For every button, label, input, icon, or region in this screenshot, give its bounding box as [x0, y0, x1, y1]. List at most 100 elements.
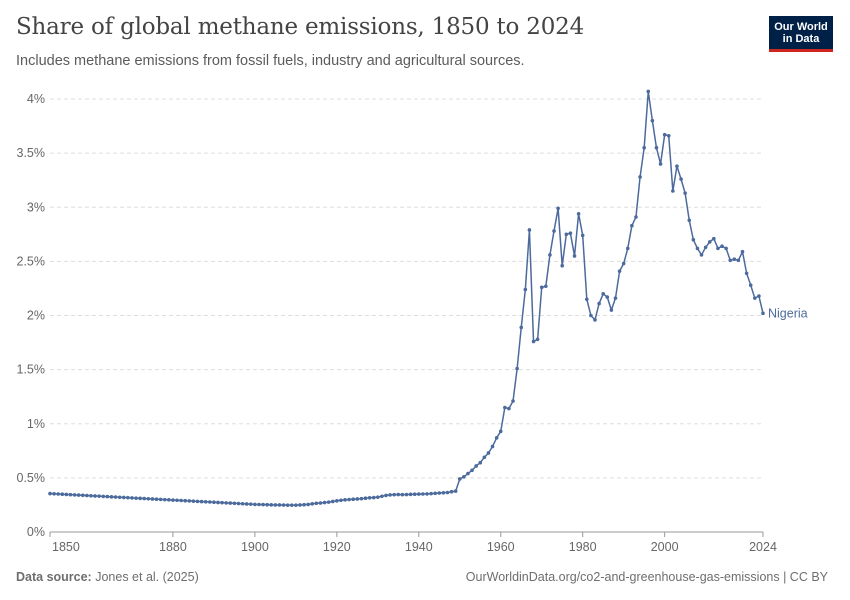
data-point [212, 500, 216, 505]
y-tick-label: 1.5% [17, 363, 46, 377]
data-point [433, 491, 437, 496]
grid-lines [50, 98, 763, 479]
data-point [675, 164, 679, 168]
data-point [154, 497, 159, 502]
data-point [527, 228, 532, 232]
data-point [179, 498, 183, 503]
data-point [195, 499, 200, 504]
data-point [498, 429, 503, 434]
data-point [175, 498, 179, 503]
data-point [72, 493, 77, 497]
data-point [601, 292, 605, 296]
source-url[interactable]: OurWorldinData.org/co2-and-greenhouse-ga… [465, 570, 828, 584]
data-point [412, 492, 417, 497]
data-point [371, 495, 376, 500]
data-point [707, 240, 712, 244]
data-point [257, 502, 261, 507]
data-point [130, 496, 134, 500]
x-tick-label: 1960 [487, 540, 515, 554]
data-point [503, 405, 507, 410]
data-point [150, 497, 155, 501]
data-point [93, 494, 97, 498]
data-point [240, 501, 245, 506]
data-point [248, 502, 253, 506]
data-point [761, 311, 765, 316]
data-source-label: Data source: [16, 570, 92, 584]
data-point [634, 215, 638, 219]
y-tick-label: 3.5% [17, 146, 46, 160]
data-point [121, 495, 126, 500]
data-point [679, 177, 683, 181]
data-point [416, 492, 421, 496]
x-tick-label: 1880 [159, 540, 187, 554]
data-point [68, 492, 73, 497]
data-point [683, 191, 687, 195]
data-point [490, 444, 495, 449]
data-point [568, 231, 573, 236]
data-point [753, 296, 757, 300]
data-point [671, 189, 675, 193]
data-point [740, 249, 745, 254]
data-point [699, 253, 704, 257]
data-point [232, 501, 237, 506]
owid-logo[interactable]: Our World in Data [769, 16, 833, 52]
x-tick-label: 1850 [52, 540, 80, 554]
data-point [322, 500, 327, 505]
data-point [236, 501, 241, 506]
data-point [589, 313, 593, 318]
data-point [171, 498, 175, 502]
data-point [199, 499, 204, 504]
data-point [666, 134, 671, 138]
data-point [486, 451, 491, 455]
data-point [621, 261, 626, 266]
data-point [613, 296, 618, 300]
data-point [273, 503, 278, 507]
data-point [228, 501, 233, 505]
data-point [76, 493, 81, 497]
data-point [445, 490, 450, 495]
data-point [646, 89, 651, 94]
data-point [400, 492, 405, 497]
data-point [269, 503, 274, 507]
data-point [384, 493, 388, 498]
data-point [89, 493, 93, 498]
data-point [253, 502, 257, 507]
data-point [556, 206, 560, 211]
x-tick-label: 1940 [405, 540, 433, 554]
data-point [142, 496, 147, 501]
data-point [355, 497, 360, 501]
data-point [330, 499, 335, 504]
data-point [523, 287, 528, 292]
data-source: Data source: Jones et al. (2025) [16, 570, 199, 584]
data-point [658, 162, 663, 166]
data-point [97, 494, 101, 498]
data-point [716, 246, 720, 251]
data-point [306, 502, 310, 507]
data-point [85, 493, 89, 498]
data-point [703, 245, 708, 250]
y-tick-label: 1% [27, 417, 45, 431]
data-source-link[interactable]: Jones et al. (2025) [95, 570, 199, 584]
data-point [376, 495, 380, 499]
data-point [507, 406, 511, 411]
data-point [478, 460, 483, 465]
data-point [580, 233, 585, 238]
y-tick-label: 4% [27, 92, 45, 106]
series-nigeria[interactable]: Nigeria [48, 89, 808, 507]
data-point [289, 503, 294, 507]
data-point [597, 301, 601, 306]
data-point [691, 237, 696, 242]
data-point [347, 497, 351, 502]
data-point [64, 492, 69, 497]
data-point [105, 494, 110, 499]
data-point [453, 489, 458, 493]
data-point [695, 246, 700, 251]
y-tick-label: 2% [27, 309, 45, 323]
data-point [408, 492, 413, 497]
data-point [425, 492, 429, 496]
data-point [712, 236, 716, 241]
data-point [642, 145, 646, 150]
y-tick-label: 0% [27, 525, 45, 539]
data-point [585, 297, 589, 302]
data-point [318, 501, 323, 505]
